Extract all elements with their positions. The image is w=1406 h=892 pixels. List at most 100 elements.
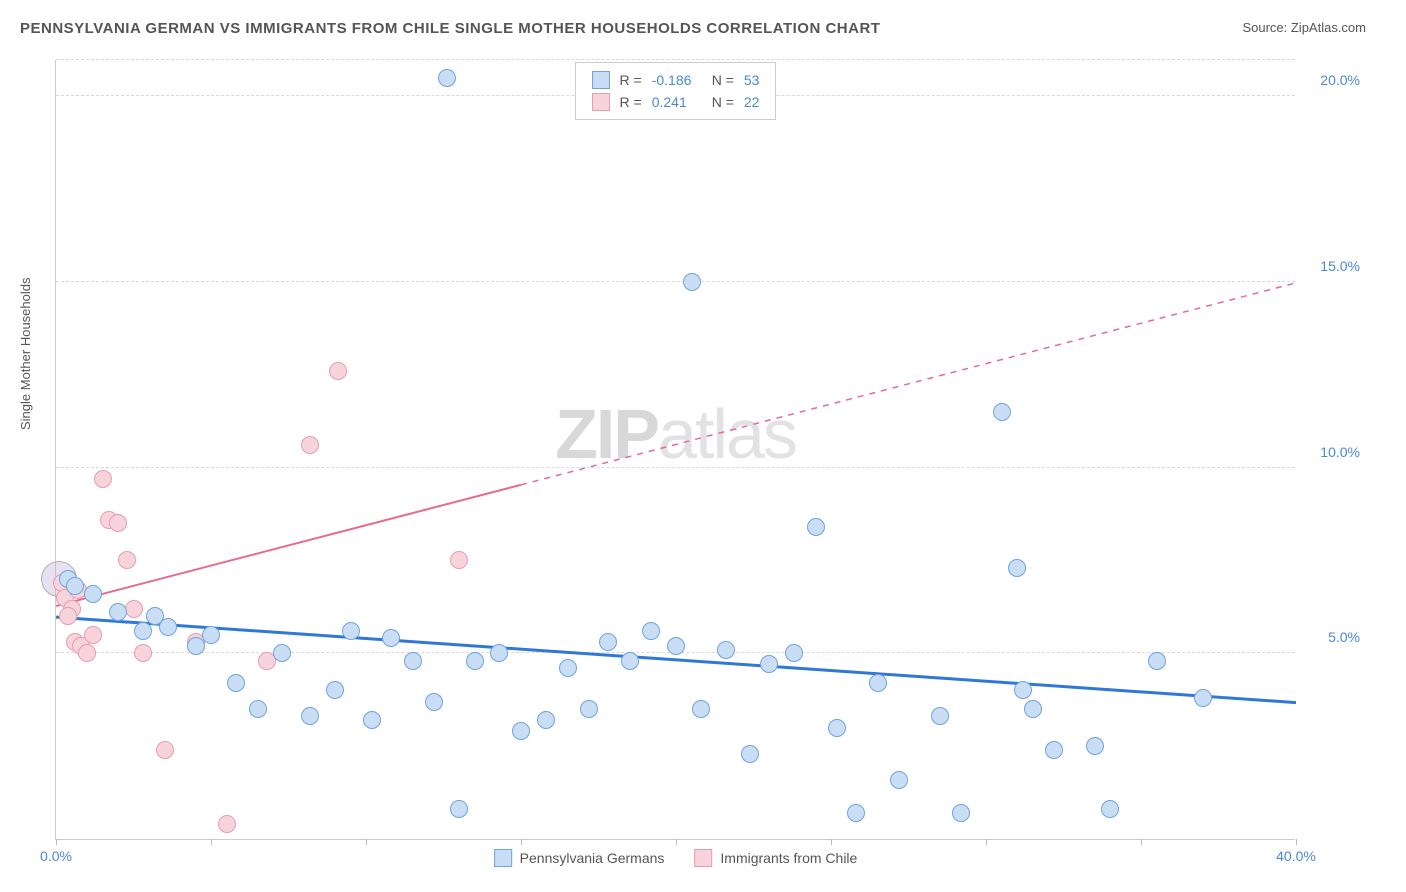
scatter-point — [326, 681, 344, 699]
x-tick — [366, 839, 367, 845]
scatter-point — [683, 273, 701, 291]
scatter-point — [828, 719, 846, 737]
scatter-point — [931, 707, 949, 725]
scatter-point — [1086, 737, 1104, 755]
scatter-point — [760, 655, 778, 673]
x-tick — [56, 839, 57, 845]
source-prefix: Source: — [1242, 20, 1290, 35]
r-prefix: R = — [620, 69, 642, 91]
scatter-point — [301, 707, 319, 725]
swatch-blue — [592, 71, 610, 89]
x-tick — [831, 839, 832, 845]
n-prefix: N = — [712, 69, 734, 91]
x-tick — [211, 839, 212, 845]
scatter-point — [580, 700, 598, 718]
scatter-point — [249, 700, 267, 718]
scatter-point — [218, 815, 236, 833]
swatch-pink — [592, 93, 610, 111]
scatter-point — [425, 693, 443, 711]
scatter-point — [159, 618, 177, 636]
scatter-point — [847, 804, 865, 822]
scatter-point — [1008, 559, 1026, 577]
scatter-point — [273, 644, 291, 662]
scatter-point — [1045, 741, 1063, 759]
scatter-point — [1101, 800, 1119, 818]
scatter-point — [450, 800, 468, 818]
r-value-pink: 0.241 — [652, 91, 702, 113]
scatter-point — [692, 700, 710, 718]
scatter-point — [559, 659, 577, 677]
scatter-point — [621, 652, 639, 670]
swatch-pink — [694, 849, 712, 867]
scatter-point — [125, 600, 143, 618]
scatter-point — [785, 644, 803, 662]
watermark-bold: ZIP — [555, 395, 658, 473]
scatter-point — [512, 722, 530, 740]
chart-title: PENNSYLVANIA GERMAN VS IMMIGRANTS FROM C… — [20, 20, 880, 37]
trend-lines — [56, 60, 1296, 840]
scatter-point — [118, 551, 136, 569]
scatter-point — [490, 644, 508, 662]
chart-plot-area: ZIPatlas R = -0.186 N = 53 R = 0.241 N =… — [55, 60, 1295, 840]
gridline — [56, 59, 1295, 60]
watermark-logo: ZIPatlas — [555, 394, 796, 474]
scatter-point — [84, 585, 102, 603]
scatter-point — [869, 674, 887, 692]
scatter-point — [109, 514, 127, 532]
legend-row-pink: R = 0.241 N = 22 — [592, 91, 760, 113]
x-tick — [1141, 839, 1142, 845]
watermark-thin: atlas — [658, 395, 796, 473]
x-tick-label: 40.0% — [1276, 848, 1316, 864]
scatter-point — [599, 633, 617, 651]
scatter-point — [227, 674, 245, 692]
scatter-point — [342, 622, 360, 640]
scatter-point — [84, 626, 102, 644]
scatter-point — [450, 551, 468, 569]
scatter-point — [1024, 700, 1042, 718]
n-value-blue: 53 — [744, 69, 760, 91]
scatter-point — [109, 603, 127, 621]
scatter-point — [993, 403, 1011, 421]
scatter-point — [466, 652, 484, 670]
y-tick-label: 5.0% — [1328, 629, 1360, 645]
series-label-pink: Immigrants from Chile — [720, 850, 857, 866]
scatter-point — [66, 577, 84, 595]
x-tick — [521, 839, 522, 845]
gridline — [56, 467, 1295, 468]
scatter-point — [202, 626, 220, 644]
scatter-point — [741, 745, 759, 763]
scatter-point — [156, 741, 174, 759]
scatter-point — [807, 518, 825, 536]
y-axis-label: Single Mother Households — [18, 278, 33, 430]
n-prefix: N = — [712, 91, 734, 113]
legend-item-blue: Pennsylvania Germans — [494, 849, 665, 867]
y-tick-label: 10.0% — [1320, 444, 1360, 460]
y-tick-label: 20.0% — [1320, 72, 1360, 88]
source-name: ZipAtlas.com — [1291, 20, 1366, 35]
n-value-pink: 22 — [744, 91, 760, 113]
scatter-point — [94, 470, 112, 488]
scatter-point — [187, 637, 205, 655]
scatter-point — [301, 436, 319, 454]
x-tick — [986, 839, 987, 845]
correlation-legend: R = -0.186 N = 53 R = 0.241 N = 22 — [575, 62, 777, 120]
scatter-point — [1148, 652, 1166, 670]
scatter-point — [642, 622, 660, 640]
scatter-point — [667, 637, 685, 655]
scatter-point — [134, 622, 152, 640]
scatter-point — [890, 771, 908, 789]
x-tick — [1296, 839, 1297, 845]
source-attribution: Source: ZipAtlas.com — [1242, 20, 1366, 35]
gridline — [56, 281, 1295, 282]
series-legend: Pennsylvania Germans Immigrants from Chi… — [494, 849, 858, 867]
swatch-blue — [494, 849, 512, 867]
scatter-point — [537, 711, 555, 729]
scatter-point — [1194, 689, 1212, 707]
scatter-point — [329, 362, 347, 380]
scatter-point — [717, 641, 735, 659]
scatter-point — [1014, 681, 1032, 699]
scatter-point — [404, 652, 422, 670]
scatter-point — [78, 644, 96, 662]
scatter-point — [952, 804, 970, 822]
scatter-point — [134, 644, 152, 662]
